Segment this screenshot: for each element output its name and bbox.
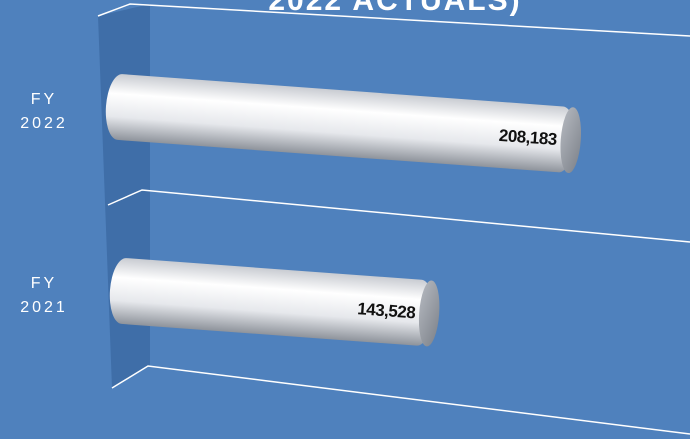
- chart-title: 2022 ACTUALS): [268, 0, 521, 17]
- side-wall: [98, 4, 150, 388]
- frame-line: [97, 3, 690, 37]
- bar-group: 143,528: [109, 258, 440, 347]
- category-label: FY 2022: [20, 91, 68, 132]
- bar: [105, 74, 575, 173]
- frame-line: [111, 365, 690, 435]
- category-label: FY 2021: [20, 275, 68, 316]
- bar: [109, 258, 434, 346]
- value-label: 208,183: [498, 126, 557, 149]
- frame-line: [107, 189, 690, 243]
- bar-cap: [418, 280, 440, 347]
- value-label: 143,528: [357, 299, 416, 322]
- bar-group: 208,183: [105, 74, 582, 174]
- bar-cap: [560, 107, 582, 174]
